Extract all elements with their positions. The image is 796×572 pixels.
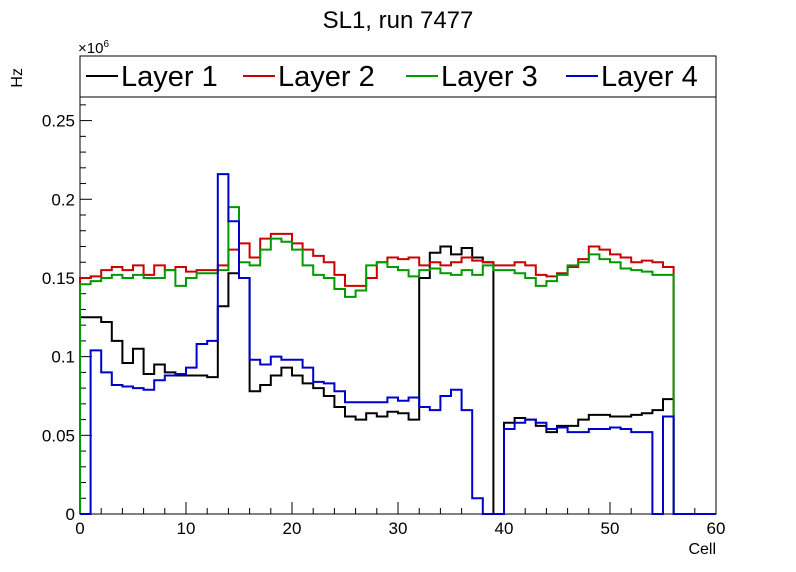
legend-label-layer-2: Layer 2: [278, 61, 375, 93]
plot-frame: [79, 96, 717, 515]
x-tick-label: 30: [389, 519, 408, 538]
chart-title: SL1, run 7477: [323, 7, 474, 34]
series-group: [79, 173, 716, 515]
legend-label-layer-4: Layer 4: [601, 61, 698, 93]
x-tick-label: 60: [707, 519, 726, 538]
x-tick-label: 0: [75, 519, 84, 538]
y-tick-label: 0.25: [42, 112, 75, 131]
y-tick-label: 0.15: [42, 269, 75, 288]
x-tick-label: 20: [283, 519, 302, 538]
y-tick-label: 0.05: [42, 426, 75, 445]
axis-ticks: [79, 104, 717, 515]
tick-labels: 0 10 20 30 40 50 60 0 0.05 0.1 0.15 0.2 0.25: [42, 112, 726, 538]
x-tick-label: 10: [177, 519, 196, 538]
legend-box: [79, 55, 717, 98]
y-tick-label: 0.1: [51, 348, 75, 367]
series-line-layer-3: [79, 206, 716, 515]
y-axis-label: Hz: [9, 68, 26, 88]
x-tick-label: 50: [601, 519, 620, 538]
y-axis-multiplier: ×106: [78, 39, 109, 57]
x-tick-label: 40: [495, 519, 514, 538]
series-line-layer-4: [80, 173, 716, 515]
y-tick-label: 0: [66, 505, 75, 524]
legend-label-layer-1: Layer 1: [121, 61, 218, 93]
x-axis-label: Cell: [688, 541, 716, 558]
legend-label-layer-3: Layer 3: [441, 61, 538, 93]
legend-items: Layer 1 Layer 2 Layer 3 Layer 4: [86, 61, 698, 93]
y-tick-label: 0.2: [51, 190, 75, 209]
legend: Layer 1 Layer 2 Layer 3 Layer 4: [79, 55, 717, 98]
